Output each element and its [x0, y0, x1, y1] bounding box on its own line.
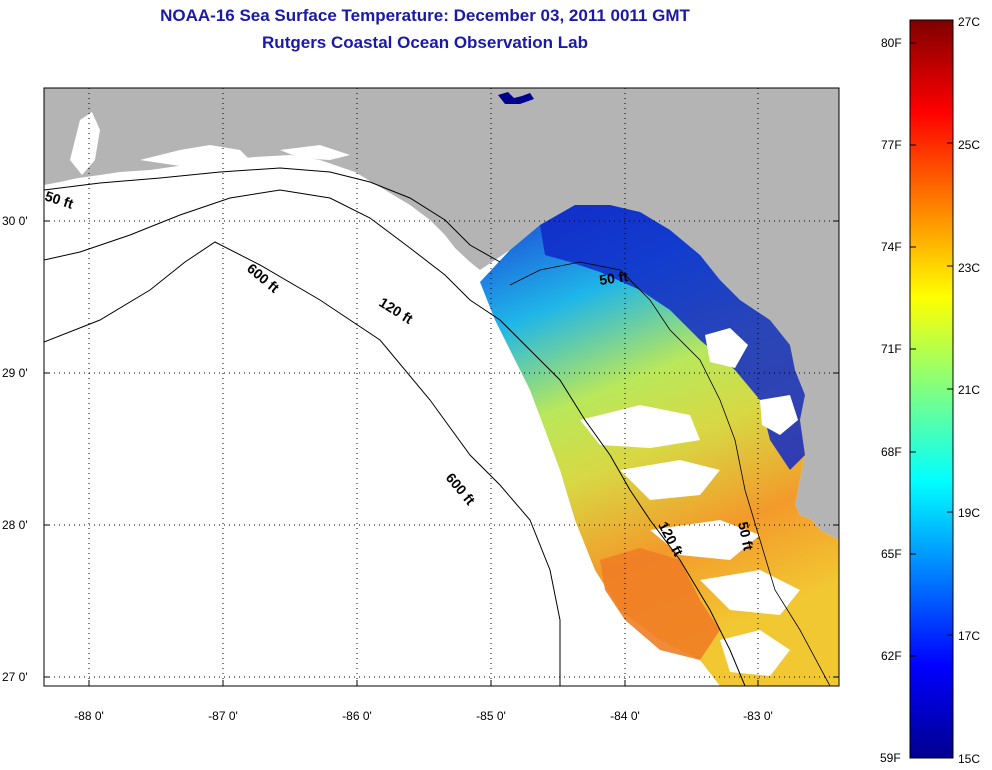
cb-c-19: 19C — [958, 506, 980, 520]
land-mass — [44, 88, 839, 540]
map-subtitle: Rutgers Coastal Ocean Observation Lab — [262, 33, 588, 52]
colorbar — [909, 19, 954, 759]
cb-f-59: 59F — [880, 751, 901, 765]
cb-c-15: 15C — [958, 752, 980, 766]
cb-f-65: 65F — [881, 547, 902, 561]
contour-label-50ft-east: 50 ft — [598, 268, 629, 288]
lat-label-27: 27 0' — [2, 670, 28, 684]
cb-f-74: 74F — [881, 240, 902, 254]
cb-c-17: 17C — [958, 629, 980, 643]
lon-label-83: -83 0' — [743, 709, 773, 723]
cb-f-62: 62F — [881, 649, 902, 663]
lon-label-85: -85 0' — [476, 709, 506, 723]
contour-label-50ft-south: 50 ft — [735, 520, 757, 552]
colorbar-c-labels: 27C 25C 23C 21C 19C 17C 15C — [958, 15, 980, 766]
lat-label-28: 28 0' — [2, 518, 28, 532]
lat-label-30: 30 0' — [2, 214, 28, 228]
cb-f-68: 68F — [881, 445, 902, 459]
lon-label-87: -87 0' — [208, 709, 238, 723]
colorbar-f-labels: 80F 77F 74F 71F 68F 65F 62F 59F — [880, 36, 902, 765]
cb-f-71: 71F — [881, 342, 902, 356]
cb-f-77: 77F — [881, 138, 902, 152]
cb-c-23: 23C — [958, 261, 980, 275]
map-title: NOAA-16 Sea Surface Temperature: Decembe… — [160, 6, 690, 25]
lon-label-88: -88 0' — [74, 709, 104, 723]
lon-label-86: -86 0' — [342, 709, 372, 723]
lat-label-29: 29 0' — [2, 366, 28, 380]
cb-c-27: 27C — [958, 15, 980, 29]
cb-f-80: 80F — [881, 36, 902, 50]
cb-c-21: 21C — [958, 383, 980, 397]
lon-label-84: -84 0' — [610, 709, 640, 723]
cb-c-25: 25C — [958, 138, 980, 152]
